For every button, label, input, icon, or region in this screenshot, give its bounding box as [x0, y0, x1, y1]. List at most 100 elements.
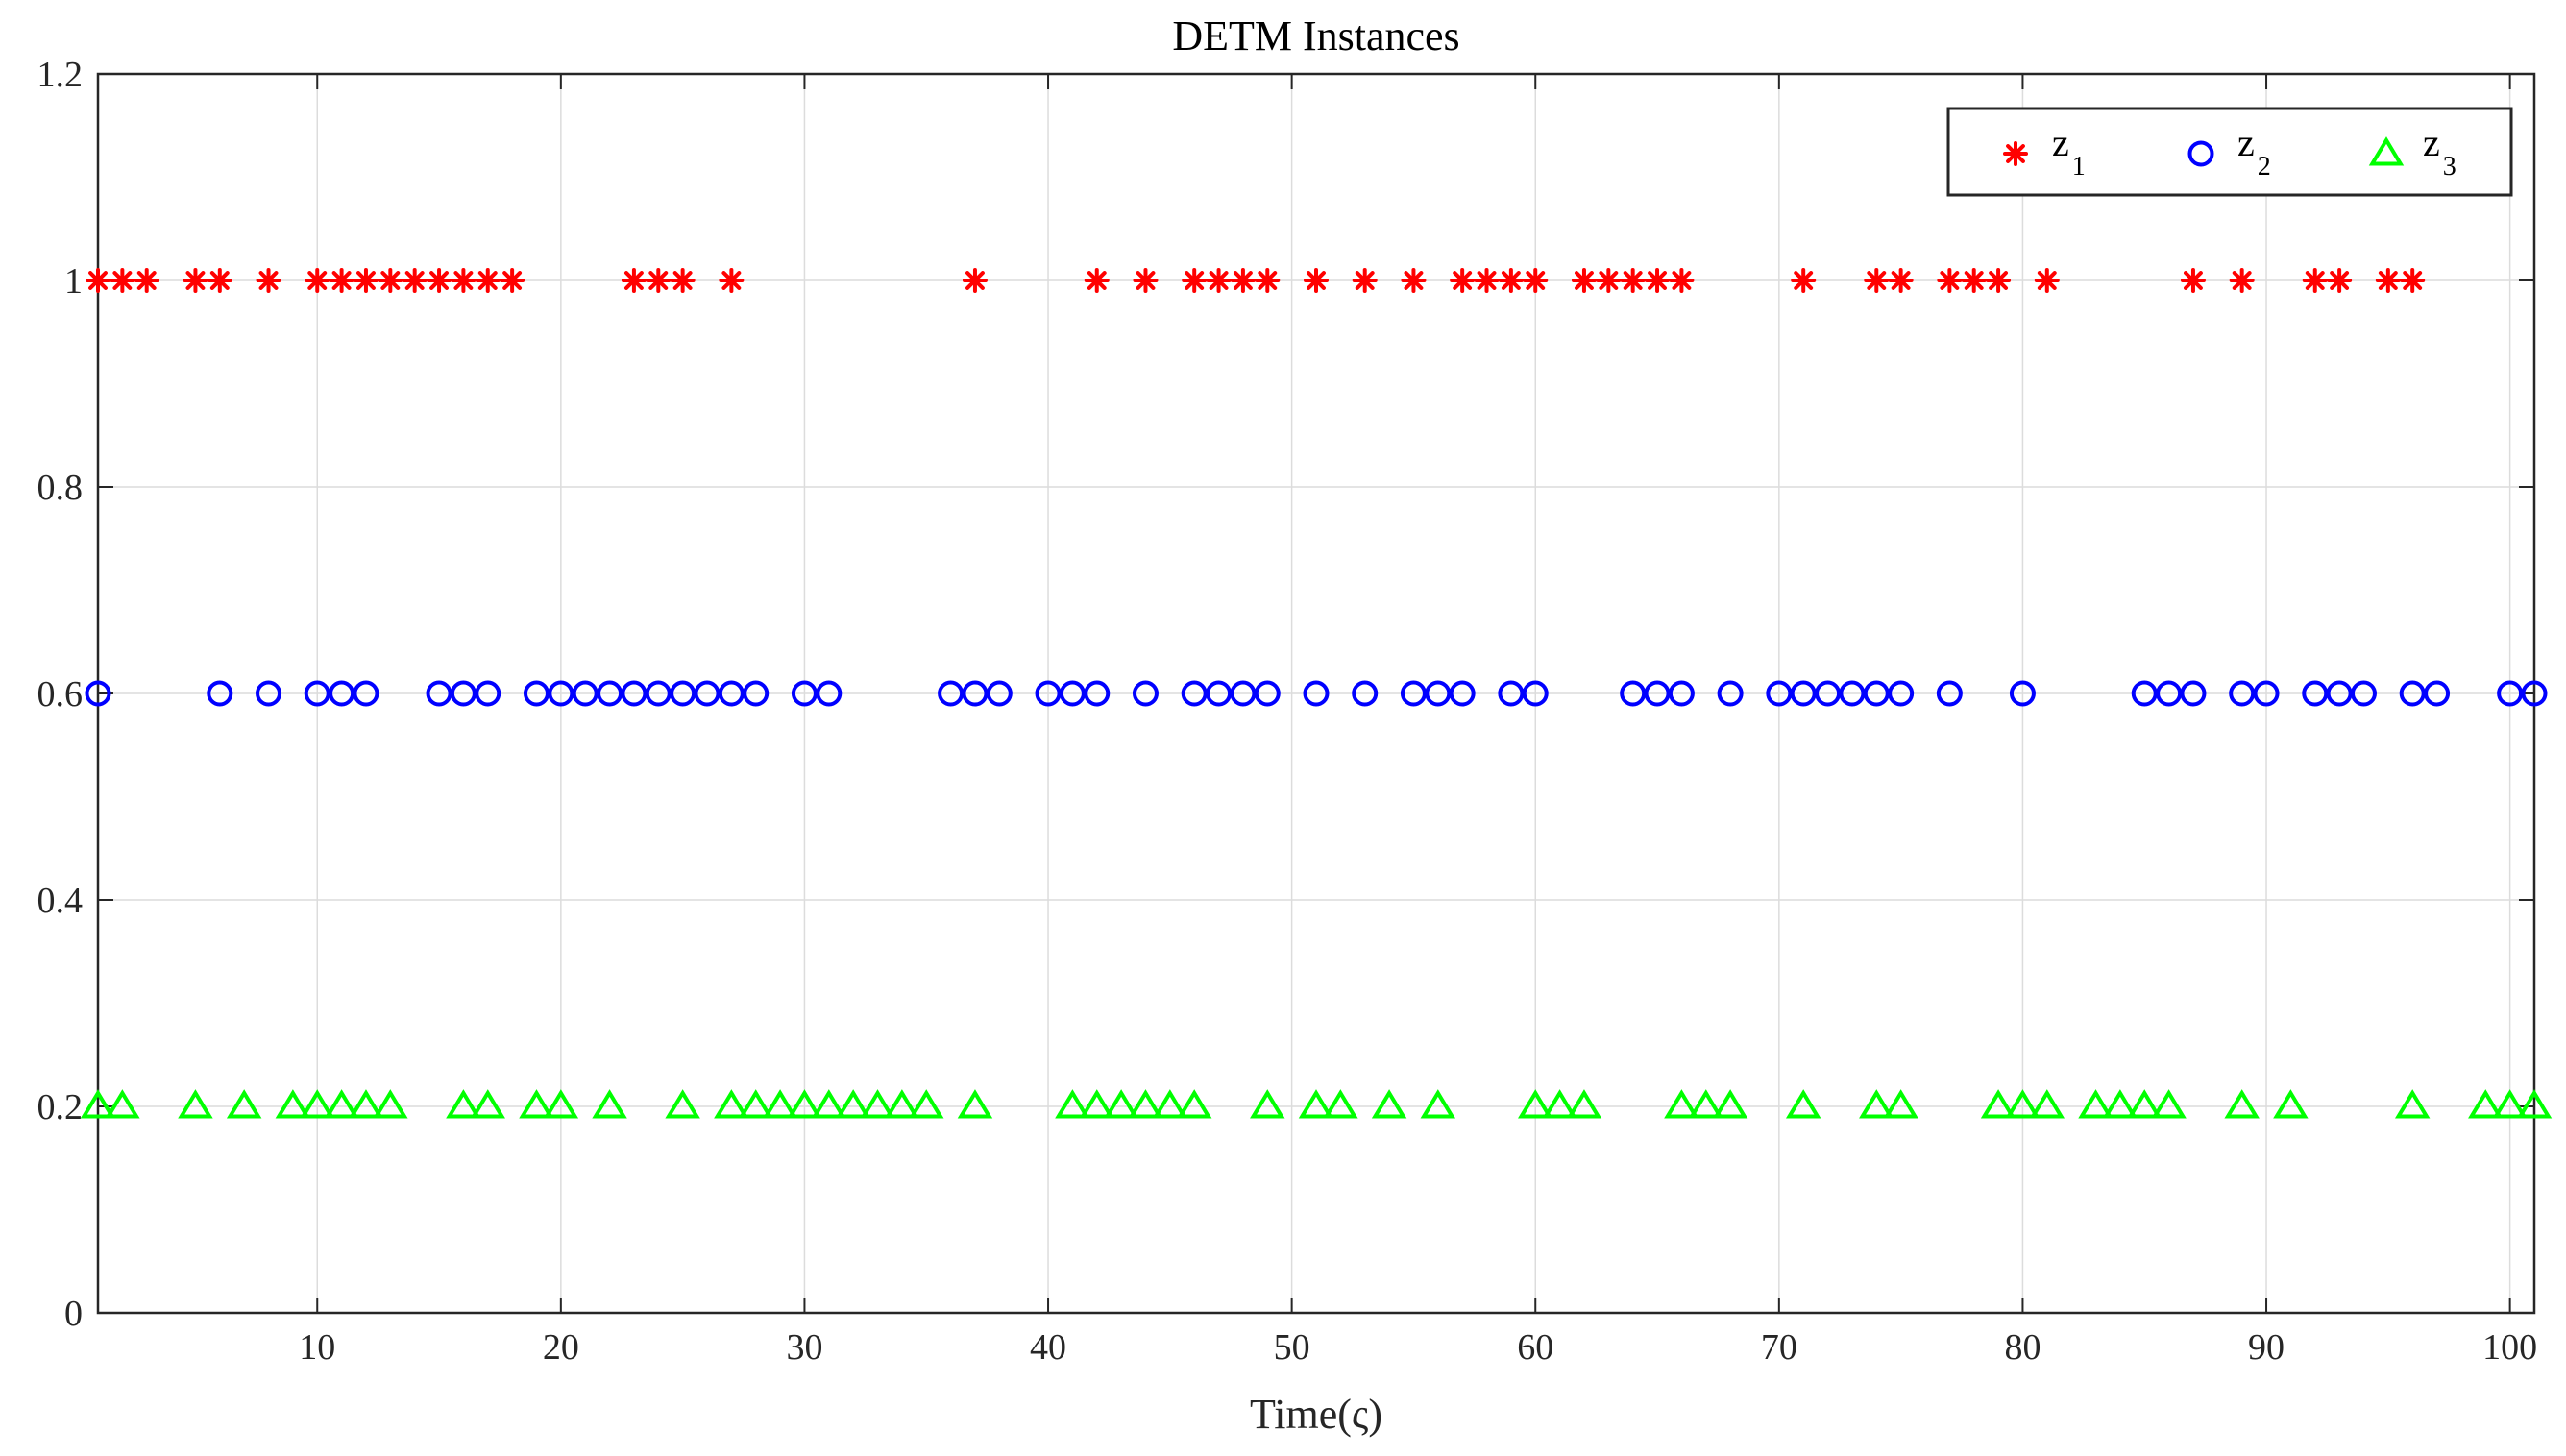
legend: z1 z2 z3	[1946, 107, 2513, 197]
series-z3	[80, 1089, 2553, 1119]
y-tick-label: 0.6	[37, 674, 84, 715]
point-z3	[1688, 1089, 1723, 1119]
y-tick-label: 1.2	[37, 55, 84, 95]
point-z3	[1883, 1089, 1918, 1119]
point-z2	[645, 680, 672, 707]
point-z2	[816, 680, 843, 707]
point-z2	[2131, 680, 2158, 707]
legend-label-z3: z3	[2423, 121, 2456, 182]
point-z2	[1936, 680, 1963, 707]
point-z1	[1669, 268, 1695, 293]
point-z3	[2468, 1089, 2504, 1119]
point-z2	[694, 680, 721, 707]
point-z3	[738, 1089, 773, 1119]
point-z2	[475, 680, 501, 707]
point-z2	[2497, 680, 2524, 707]
point-z2	[2350, 680, 2377, 707]
x-tick-label: 70	[1761, 1327, 1797, 1368]
series-z2	[85, 680, 2548, 707]
point-z1	[1888, 268, 1914, 293]
x-tick-label: 40	[1030, 1327, 1066, 1368]
point-z1	[1571, 268, 1597, 293]
point-z1	[1401, 268, 1427, 293]
x-tick-label: 20	[543, 1327, 579, 1368]
point-z3	[787, 1089, 822, 1119]
point-z3	[909, 1089, 944, 1119]
point-z2	[986, 680, 1013, 707]
point-z2	[1303, 680, 1330, 707]
point-z3	[1250, 1089, 1285, 1119]
point-z2	[1620, 680, 1647, 707]
point-z1	[427, 268, 452, 293]
point-z3	[2516, 1089, 2553, 1119]
legend-marker-z1	[2003, 141, 2028, 166]
point-z3	[1128, 1089, 1163, 1119]
point-z3	[80, 1089, 116, 1119]
point-z2	[572, 680, 599, 707]
point-z2	[304, 680, 330, 707]
point-z1	[962, 268, 988, 293]
point-z1	[86, 268, 110, 293]
point-z1	[353, 268, 379, 293]
point-z1	[1864, 268, 1890, 293]
point-z1	[1523, 268, 1549, 293]
point-z1	[719, 268, 745, 293]
point-z3	[1542, 1089, 1577, 1119]
point-z2	[1766, 680, 1793, 707]
point-z2	[1181, 680, 1208, 707]
point-z2	[2180, 680, 2207, 707]
point-z1	[1352, 268, 1378, 293]
point-z3	[2127, 1089, 2163, 1119]
point-z2	[670, 680, 696, 707]
point-z3	[1298, 1089, 1334, 1119]
point-z3	[811, 1089, 847, 1119]
point-z3	[2224, 1089, 2260, 1119]
point-z2	[85, 680, 111, 707]
x-axis-label: Time(ς)	[1250, 1391, 1382, 1438]
point-z2	[938, 680, 965, 707]
point-z2	[1790, 680, 1817, 707]
point-z2	[718, 680, 745, 707]
point-z1	[207, 268, 232, 293]
point-z1	[1206, 268, 1232, 293]
point-z3	[2151, 1089, 2187, 1119]
point-z3	[1420, 1089, 1456, 1119]
point-z3	[1859, 1089, 1894, 1119]
point-z1	[1986, 268, 2012, 293]
point-z2	[1059, 680, 1086, 707]
point-z1	[305, 268, 330, 293]
legend-marker-z2	[2187, 140, 2214, 167]
legend-box	[1946, 107, 2513, 197]
point-z3	[1664, 1089, 1699, 1119]
point-z3	[860, 1089, 895, 1119]
point-z3	[178, 1089, 213, 1119]
y-tick-label: 1	[64, 261, 83, 302]
point-z1	[1474, 268, 1500, 293]
point-z1	[110, 268, 135, 293]
point-z2	[2326, 680, 2353, 707]
point-z2	[1449, 680, 1476, 707]
point-z1	[1791, 268, 1817, 293]
point-z2	[1132, 680, 1159, 707]
point-z2	[329, 680, 355, 707]
point-z3	[2005, 1089, 2041, 1119]
point-z2	[2156, 680, 2183, 707]
x-tick-label: 30	[786, 1327, 822, 1368]
point-z1	[1937, 268, 1963, 293]
point-z3	[1566, 1089, 1602, 1119]
point-z3	[324, 1089, 359, 1119]
point-z3	[1518, 1089, 1553, 1119]
point-z1	[1961, 268, 1987, 293]
point-z1	[1596, 268, 1622, 293]
y-tick-label: 0.8	[37, 468, 84, 508]
point-z2	[1863, 680, 1890, 707]
point-z1	[402, 268, 428, 293]
y-tick-label: 0	[64, 1294, 83, 1334]
point-z2	[2521, 680, 2548, 707]
point-z2	[2229, 680, 2256, 707]
point-z1	[378, 268, 403, 293]
point-z2	[1522, 680, 1549, 707]
point-z3	[226, 1089, 262, 1119]
point-z2	[1084, 680, 1111, 707]
